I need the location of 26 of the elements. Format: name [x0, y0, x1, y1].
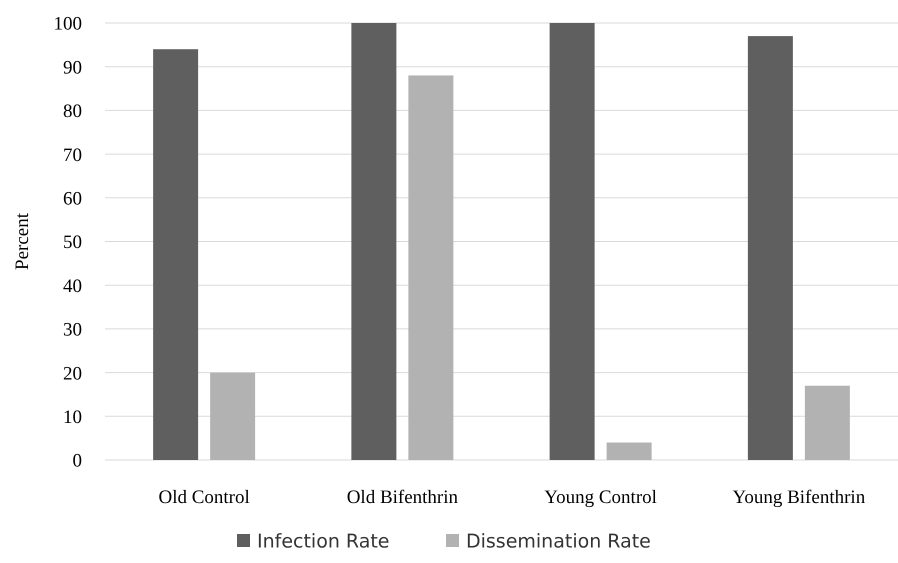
y-tick-label: 30 [63, 320, 82, 341]
y-tick-label: 50 [63, 232, 82, 254]
x-tick-label: Old Bifenthrin [346, 487, 459, 508]
y-tick-label: 40 [63, 276, 82, 297]
y-tick-label: 0 [72, 450, 82, 472]
bar [550, 23, 595, 460]
bar [351, 23, 396, 460]
bar [408, 75, 454, 460]
x-tick-label: Young Bifenthrin [732, 487, 866, 508]
bar [210, 372, 256, 460]
y-tick-label: 80 [63, 101, 82, 122]
bar [606, 442, 652, 460]
bar [748, 36, 793, 460]
bar [804, 386, 850, 460]
y-tick-label: 100 [54, 14, 82, 35]
y-tick-label: 60 [63, 188, 82, 210]
y-tick-label: 10 [63, 406, 82, 428]
y-tick-label: 20 [63, 363, 82, 384]
x-tick-label: Old Control [158, 487, 250, 508]
y-tick-label: 90 [63, 57, 82, 78]
bar [153, 49, 198, 460]
legend-label: Infection Rate [257, 530, 390, 553]
legend-label: Dissemination Rate [466, 530, 651, 553]
y-tick-label: 70 [63, 144, 82, 166]
x-tick-label: Young Control [544, 487, 657, 508]
y-axis-title: Percent [12, 212, 33, 270]
